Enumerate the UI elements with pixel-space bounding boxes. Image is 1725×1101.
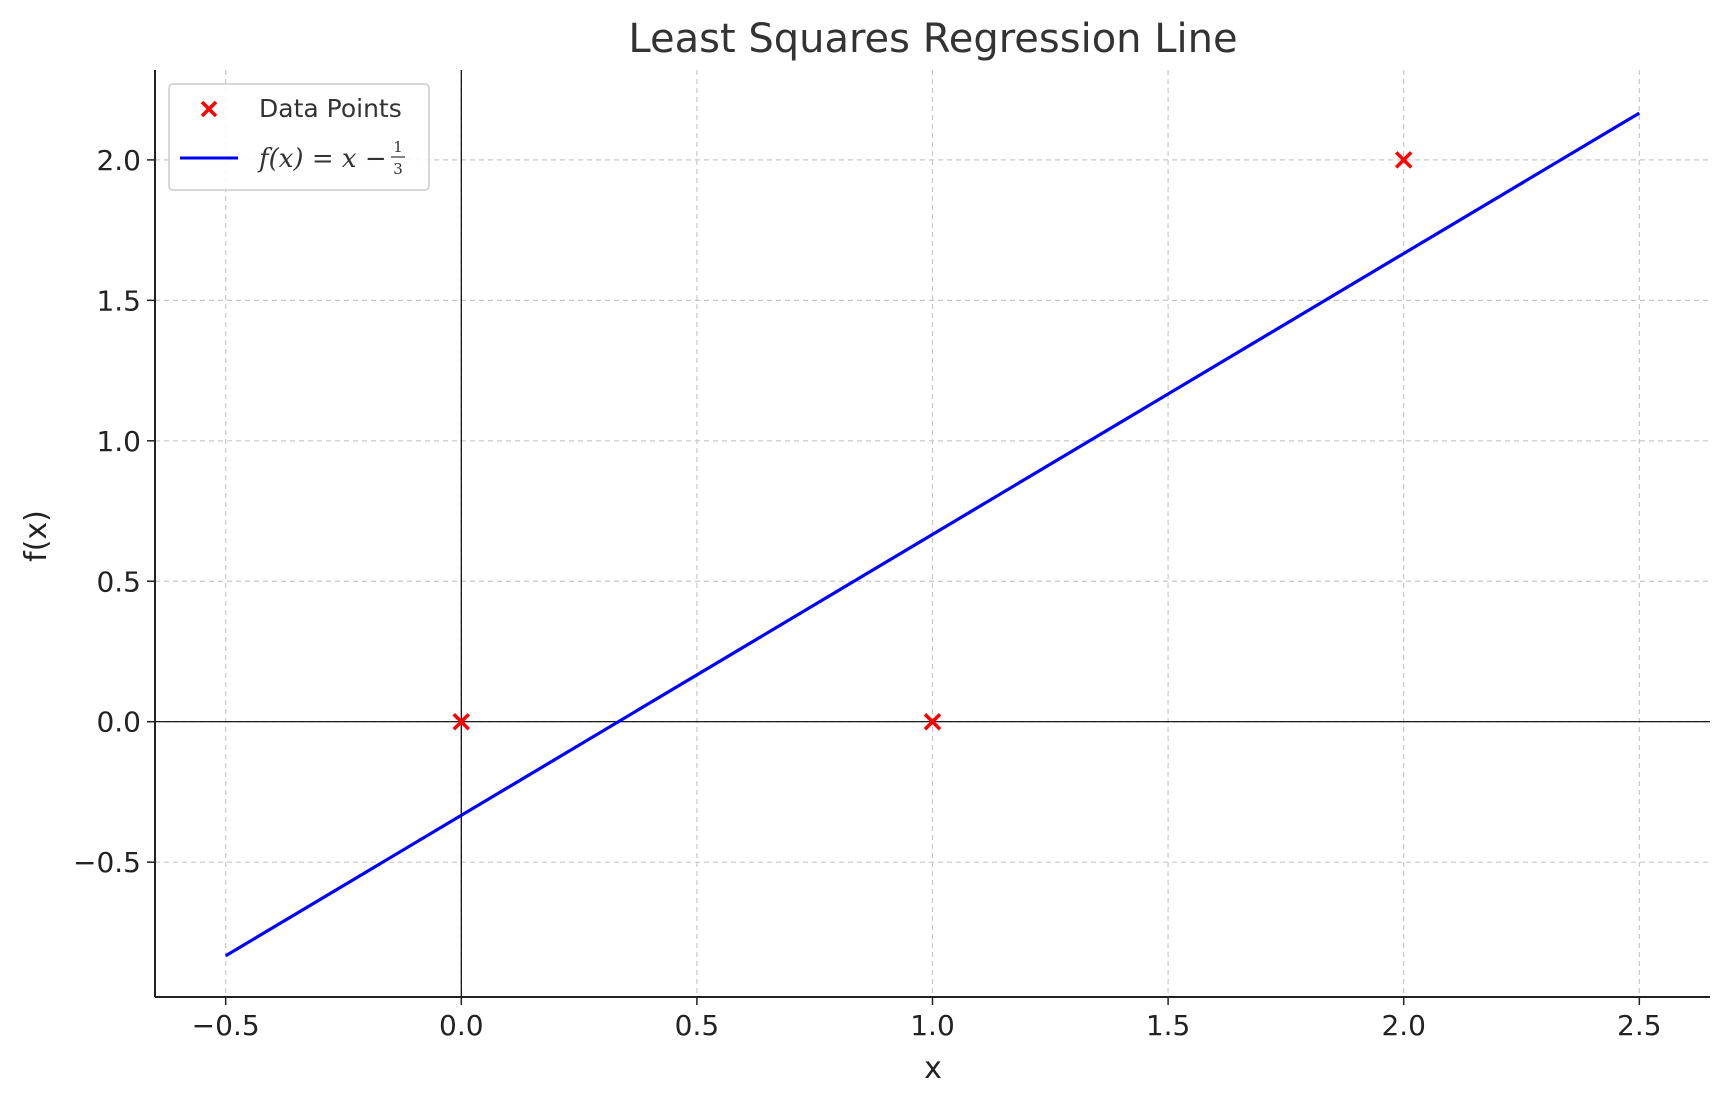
x-tick-label: 0.5 [675,1009,720,1042]
x-tick-label: 2.5 [1617,1009,1662,1042]
x-tick-label: 2.0 [1381,1009,1426,1042]
x-tick-label: 0.0 [439,1009,484,1042]
data-point-stroke [1394,151,1413,169]
regression-line [224,111,1641,958]
legend-scatter-label: Data Points [259,94,402,123]
data-point-stroke [923,712,942,731]
legend-frame [168,83,430,191]
x-axis-label: x [924,1051,942,1086]
legend: Data Points f(x) = x − 1 3 [168,83,430,191]
legend-line-label: f(x) = x − [257,144,387,174]
y-tick-label: 0.5 [96,565,141,598]
y-ticks: −0.5 0.0 0.5 1.0 1.5 2.0 [73,144,155,879]
series [224,111,1641,958]
chart-title: Least Squares Regression Line [628,16,1237,62]
legend-frac-denominator: 3 [393,160,403,178]
data-point [923,712,942,731]
y-tick-label: 1.0 [96,425,141,458]
legend-frac-numerator: 1 [393,138,403,156]
y-axis-label: f(x) [19,510,54,562]
y-tick-label: 0.0 [96,706,141,739]
legend-scatter-marker [200,100,218,118]
data-point-stroke [452,712,471,731]
data-point [452,712,471,731]
y-tick-label: 2.0 [96,144,141,177]
y-tick-label: 1.5 [96,284,141,317]
x-tick-label: 1.0 [910,1009,955,1042]
x-tick-label: 1.5 [1146,1009,1191,1042]
y-tick-label: −0.5 [73,846,141,879]
data-point [1394,151,1413,169]
x-ticks: −0.5 0.0 0.5 1.0 1.5 2.0 2.5 [192,997,1662,1042]
x-tick-label: −0.5 [192,1009,260,1042]
